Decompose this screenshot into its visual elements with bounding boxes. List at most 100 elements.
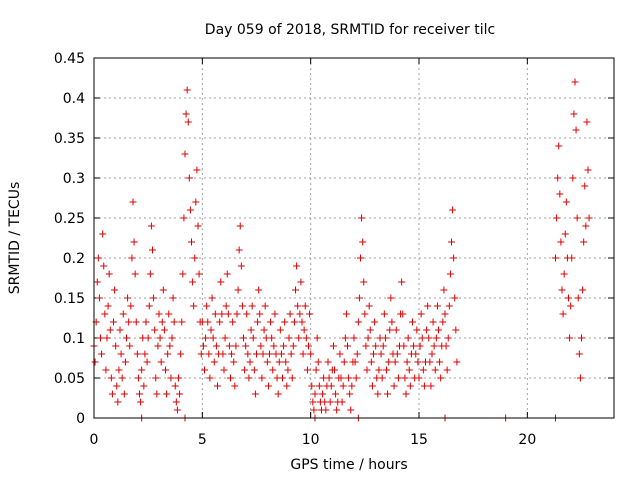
data-point <box>435 326 442 334</box>
data-point <box>293 262 301 270</box>
data-point <box>439 318 447 326</box>
data-point <box>348 382 356 390</box>
data-point <box>425 334 433 342</box>
data-point <box>581 182 589 190</box>
data-point <box>567 302 575 310</box>
data-point <box>344 342 351 350</box>
data-point <box>578 334 585 342</box>
data-point <box>339 382 347 390</box>
data-point <box>97 334 104 342</box>
data-point <box>261 302 269 310</box>
data-point <box>285 334 293 342</box>
data-point <box>201 366 208 374</box>
data-point <box>124 294 132 302</box>
y-axis-label: SRMTID / TECUs <box>7 182 23 295</box>
data-point <box>93 278 101 286</box>
y-tick-label: 0.15 <box>54 291 85 307</box>
axis-ticks <box>93 57 614 419</box>
data-point <box>427 382 435 390</box>
data-point <box>258 374 266 382</box>
data-point <box>101 310 109 318</box>
data-point <box>296 310 304 318</box>
data-point <box>412 350 420 358</box>
data-point <box>230 358 238 366</box>
x-tick-label: 15 <box>410 432 428 448</box>
data-point <box>202 334 210 342</box>
data-point <box>387 294 395 302</box>
data-point <box>572 126 580 134</box>
data-point <box>429 318 437 326</box>
y-tick-label: 0.3 <box>63 171 85 187</box>
data-point <box>123 334 130 342</box>
y-tick-label: 0.05 <box>54 371 85 387</box>
data-point <box>584 166 592 174</box>
data-point <box>443 366 451 374</box>
data-point <box>188 238 195 246</box>
data-point <box>289 342 297 350</box>
data-point <box>138 366 146 374</box>
data-point <box>279 374 286 382</box>
data-point <box>237 262 245 270</box>
data-point <box>303 366 311 374</box>
data-point <box>223 270 231 278</box>
data-point <box>413 326 421 334</box>
data-point <box>379 342 387 350</box>
data-point <box>162 366 169 374</box>
data-point <box>327 382 335 390</box>
data-point <box>207 326 215 334</box>
data-point <box>144 334 152 342</box>
x-tick-label: 20 <box>518 432 536 448</box>
data-point <box>424 302 432 310</box>
data-point <box>184 118 192 126</box>
data-point <box>111 286 119 294</box>
data-point <box>453 358 461 366</box>
data-point <box>451 294 459 302</box>
data-point <box>132 318 140 326</box>
data-point <box>220 366 228 374</box>
data-point <box>392 326 400 334</box>
data-point <box>337 374 345 382</box>
data-point <box>441 310 449 318</box>
data-point <box>436 358 444 366</box>
data-point <box>210 358 218 366</box>
data-point <box>133 350 141 358</box>
data-point <box>107 374 115 382</box>
data-point <box>322 406 330 414</box>
data-point <box>266 350 273 358</box>
data-point <box>275 358 283 366</box>
data-point <box>185 174 193 182</box>
data-point <box>269 366 277 374</box>
data-point <box>288 374 296 382</box>
data-point <box>561 230 569 238</box>
grid-lines <box>94 58 614 418</box>
data-point <box>257 342 265 350</box>
data-point <box>405 366 413 374</box>
data-point <box>568 254 576 262</box>
data-point <box>171 382 179 390</box>
data-point <box>164 350 172 358</box>
data-point <box>326 398 334 406</box>
data-point <box>280 342 288 350</box>
data-point <box>251 390 259 398</box>
data-point <box>440 286 448 294</box>
data-point <box>448 238 455 246</box>
data-point <box>100 262 108 270</box>
data-point <box>554 174 562 182</box>
data-point <box>91 358 99 366</box>
y-tick-label: 0.4 <box>63 91 85 107</box>
data-point <box>195 270 203 278</box>
data-point <box>298 318 306 326</box>
data-point <box>228 350 236 358</box>
data-point <box>391 358 399 366</box>
data-point <box>240 334 247 342</box>
data-point <box>331 366 338 374</box>
data-point <box>131 270 139 278</box>
data-point <box>556 190 564 198</box>
data-point <box>134 374 142 382</box>
data-point <box>307 350 315 358</box>
x-axis-label: GPS time / hours <box>290 457 407 473</box>
data-point <box>350 334 358 342</box>
data-point <box>306 310 314 318</box>
data-point <box>129 198 137 206</box>
data-point <box>361 310 369 318</box>
